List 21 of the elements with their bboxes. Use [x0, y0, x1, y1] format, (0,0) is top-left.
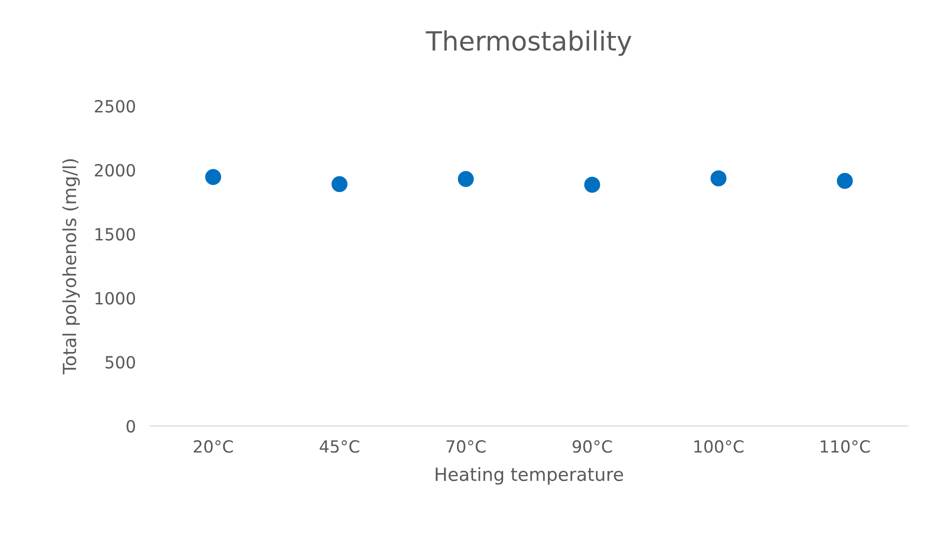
x-tick-label: 110°C	[820, 440, 870, 453]
point	[836, 172, 853, 189]
x-tick-label: 90°C	[572, 440, 612, 453]
y-axis-title: Total polyohenols (mg/l)	[62, 159, 80, 374]
y-tick-label: 500	[106, 356, 136, 369]
point	[458, 170, 474, 187]
y-tick-label: 2500	[94, 100, 136, 113]
point	[584, 176, 600, 193]
y-tick-label: 0	[126, 420, 136, 433]
y-tick-label: 2000	[94, 164, 136, 177]
y-tick-label: 1000	[96, 292, 136, 305]
point	[710, 170, 726, 186]
chart-title: Thermostability	[426, 30, 632, 56]
y-tick-label: 1500	[96, 228, 136, 241]
point	[332, 176, 348, 192]
x-tick-label: 45°C	[320, 440, 360, 453]
x-axis-title: Heating temperature	[436, 467, 624, 485]
x-tick-label: 100°C	[694, 440, 744, 453]
point	[205, 169, 222, 186]
x-tick-label: 70°C	[446, 440, 486, 453]
x-tick-label: 20°C	[194, 440, 233, 453]
